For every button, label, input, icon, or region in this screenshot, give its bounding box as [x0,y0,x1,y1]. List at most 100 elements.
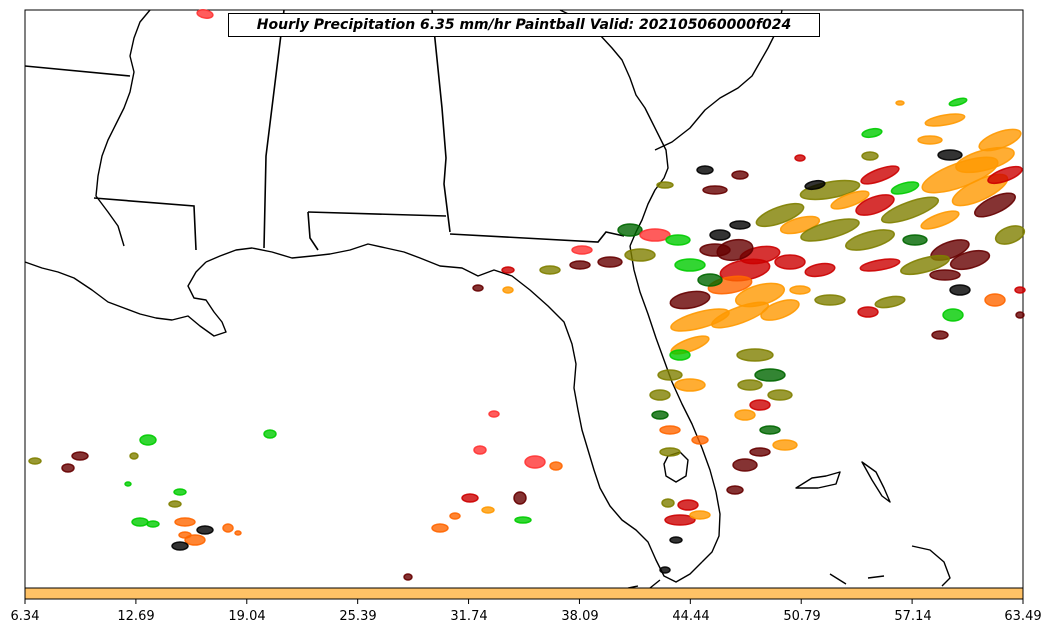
precip-blob [895,100,905,106]
precip-blob [146,520,160,528]
precip-blob [129,452,139,460]
al-fl-west [307,211,319,251]
precip-blob [656,181,674,189]
colorbar-tick-label: 57.14 [894,609,932,624]
precip-blob [651,410,669,420]
precip-blob [767,389,793,401]
precip-blob [222,523,234,533]
precip-blob [674,258,706,272]
precip-blob [691,435,709,445]
bahamas-south [829,545,951,587]
precip-blob [984,293,1006,307]
precip-blob [178,531,192,539]
colorbar-tick-label: 19.04 [228,609,266,624]
lake-okeechobee [663,451,689,483]
precip-blob [513,491,527,505]
precip-blob [1015,311,1025,319]
precip-blob [845,229,895,251]
precip-blob [61,463,75,473]
precip-blob [263,429,277,439]
precip-blob [987,165,1023,185]
precip-blob [794,154,806,162]
precip-blob [804,262,836,278]
precip-blob [890,181,920,195]
precip-blob [749,447,771,457]
precip-blob [28,457,42,465]
precip-blob [830,190,870,210]
precip-blob [749,399,771,411]
precip-blob [731,170,749,180]
ga-fl-border [449,231,625,243]
precip-blob [948,97,968,107]
colorbar [24,587,1024,600]
precip-blob [709,229,731,241]
colorbar-ticks [24,599,1024,604]
precip-blob [931,330,949,340]
precip-blob [481,506,495,514]
colorbar-tick-label: 38.09 [561,609,599,624]
mississippi-river-border [95,9,151,247]
precip-blob [624,248,656,262]
precip-blob [473,445,487,455]
precip-blob [755,202,805,228]
precip-blob [804,179,826,191]
precip-blob [171,541,189,551]
precip-blob [488,410,500,418]
precip-blob [949,284,971,296]
colorbar-tick-label: 50.79 [783,609,821,624]
map-title: Hourly Precipitation 6.35 mm/hr Paintbal… [228,13,820,37]
precip-blob [924,113,966,127]
precip-blob [702,185,728,195]
precip-blob [729,220,751,230]
precip-blob [726,485,744,495]
precip-blob [689,510,711,520]
al-ga-border [431,9,451,233]
al-ms-border [263,9,285,249]
precip-blob [674,378,706,392]
precip-blob [571,245,593,255]
precip-blob [974,192,1016,218]
precip-blob [677,499,699,511]
precip-blob [664,514,696,526]
precip-blob [71,451,89,461]
precip-blob [814,294,846,306]
precip-blob [661,498,675,508]
precip-blob [754,368,786,382]
gulf-coast-west [24,261,227,337]
precip-blob [859,258,901,272]
precip-blob [139,434,157,446]
precip-blob [799,179,861,201]
precip-blob [861,151,879,161]
colorbar-tick-label: 25.39 [339,609,377,624]
precip-blob [696,165,714,175]
precip-blob [779,215,821,235]
precip-blob [669,290,711,310]
precip-blob [502,286,514,294]
precip-blob [597,256,623,268]
precip-blob [902,234,928,246]
precip-blob [861,127,883,139]
precip-blob [449,512,461,520]
precip-blob [569,260,591,270]
ms-la-border [93,197,197,251]
precip-blob [669,349,691,361]
precip-blob [874,295,906,309]
precip-blob [196,525,214,535]
precip-blob [855,194,895,216]
precip-blob [131,517,149,527]
precip-blob [524,455,546,469]
precip-blob [732,458,758,472]
precip-blob [737,379,763,391]
precip-blob [168,500,182,508]
precip-blob [929,269,961,281]
precip-blob [472,284,484,292]
precip-blob [549,461,563,471]
map-frame [24,9,1024,589]
precip-blob [699,243,731,257]
precip-blob [857,306,879,318]
precip-blob [736,348,774,362]
precip-blob [501,266,515,274]
precip-blob [760,299,800,321]
